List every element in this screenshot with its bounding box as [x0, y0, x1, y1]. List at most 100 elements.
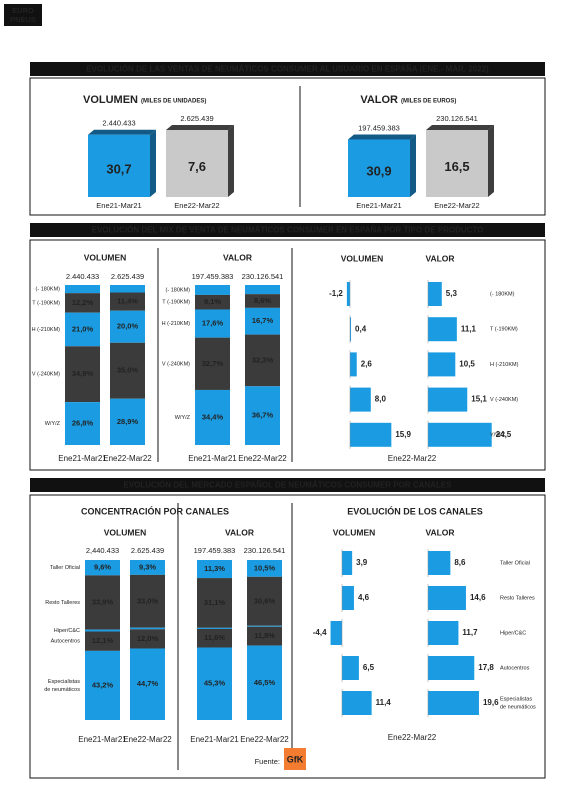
- segment-label: 34,9%: [72, 369, 94, 378]
- column-total: 230.126.541: [242, 272, 284, 281]
- evolution-bar: [428, 621, 459, 645]
- stack-segment: [65, 346, 100, 403]
- column-total: 197.459.383: [192, 272, 234, 281]
- row-label: Resto Talleres: [500, 595, 535, 601]
- source-logo-box: [284, 748, 306, 770]
- segment-label: 17,6%: [202, 319, 224, 328]
- evolution-bar: [428, 282, 442, 306]
- row-label: (- 180KM): [490, 291, 515, 297]
- stack-segment: [197, 560, 232, 579]
- bar: [348, 139, 410, 197]
- stack-segment: [130, 648, 165, 720]
- stack-segment: [110, 292, 145, 311]
- segment-label: 46,5%: [254, 678, 276, 687]
- category-label: Ene22-Mar22: [388, 733, 437, 742]
- evolution-bar: [342, 691, 372, 715]
- evolution-label: 10,5: [459, 360, 475, 369]
- bar-side: [150, 129, 156, 197]
- section-header: [30, 62, 545, 76]
- segment-label: 32,7%: [202, 359, 224, 368]
- stack-segment: [85, 631, 120, 651]
- bar-top: [166, 125, 234, 130]
- stack-segment: [247, 576, 282, 626]
- evolution-bar: [342, 586, 354, 610]
- series-title: VOLUMEN: [333, 527, 376, 537]
- row-label: Autocentros: [51, 639, 81, 645]
- stack-segment: [247, 626, 282, 646]
- evolution-bar: [428, 387, 468, 412]
- evolution-label: -4,4: [313, 628, 327, 637]
- bar-top: [426, 125, 494, 130]
- stack-segment: [65, 293, 100, 313]
- stack-segment: [130, 629, 165, 649]
- evolution-label: 0,4: [355, 324, 367, 333]
- category-label: Ene21-Mar21: [58, 454, 107, 463]
- stack-segment: [245, 307, 280, 335]
- panel-heading: EVOLUCIÓN DE LOS CANALES: [347, 505, 483, 516]
- row-label: Hiper/C&C: [54, 628, 80, 634]
- row-label: Resto Talleres: [45, 600, 80, 606]
- panel-title: VOLUMEN: [83, 94, 138, 106]
- evolution-label: 11,4: [376, 698, 392, 707]
- stack-segment: [130, 627, 165, 630]
- stack-segment: [195, 389, 230, 445]
- evolution-label: 2,6: [361, 360, 373, 369]
- row-label: T (-190KM): [162, 300, 190, 306]
- evolution-label: -1,2: [329, 289, 343, 298]
- category-label: Ene21-Mar21: [96, 201, 141, 210]
- evolution-bar: [428, 422, 492, 447]
- bar-change: 16,5: [444, 159, 469, 174]
- stack-segment: [110, 285, 145, 293]
- section-title: EVOLUCIÓN DE LAS VENTAS DE NEUMÁTICOS CO…: [86, 65, 489, 74]
- segment-label: 16,7%: [252, 316, 274, 325]
- stack-segment: [197, 627, 232, 629]
- section-box: [29, 494, 546, 779]
- evolution-label: 4,6: [358, 593, 370, 602]
- category-label: Ene22-Mar22: [434, 201, 479, 210]
- row-label: Taller Oficial: [50, 565, 80, 571]
- segment-label: 33,0%: [137, 596, 159, 605]
- evolution-bar: [428, 551, 451, 575]
- evolution-bar: [428, 691, 479, 715]
- evolution-bar: [330, 621, 342, 645]
- section-header: [30, 223, 545, 237]
- stack-segment: [130, 560, 165, 575]
- evolution-bar: [428, 586, 466, 610]
- evolution-label: 17,8: [478, 663, 494, 672]
- stack-segment: [245, 334, 280, 387]
- category-label: Ene22-Mar22: [388, 454, 437, 463]
- segment-label: 12,0%: [137, 634, 159, 643]
- evolution-label: 3,9: [356, 558, 368, 567]
- segment-label: 43,2%: [92, 680, 114, 689]
- segment-label: 10,5%: [254, 563, 276, 572]
- category-label: Ene21-Mar21: [78, 735, 127, 744]
- segment-label: 45,3%: [204, 679, 226, 688]
- segment-label: 36,7%: [252, 411, 274, 420]
- panel-unit: (MILES DE EUROS): [401, 99, 456, 105]
- section-title: EVOLUCIÓN DEL MERCADO ESPAÑOL DE NEUMÁTI…: [123, 481, 452, 490]
- row-label: Especialistas: [500, 696, 532, 702]
- bar-total: 197.459.383: [358, 123, 400, 132]
- section-box: [29, 77, 546, 216]
- bar-change: 30,9: [366, 164, 391, 179]
- category-label: Ene22-Mar22: [123, 735, 172, 744]
- bar-top: [88, 129, 156, 135]
- series-title: VALOR: [425, 253, 454, 263]
- category-label: Ene21-Mar21: [188, 454, 237, 463]
- evolution-bar: [346, 282, 350, 306]
- row-label: W/Y/Z: [175, 415, 191, 421]
- panel-title: VALOR: [223, 252, 252, 262]
- section-header: [30, 478, 545, 492]
- stack-segment: [65, 402, 100, 445]
- panel-title: VOLUMEN: [84, 252, 127, 262]
- column-total: 2.440.433: [66, 272, 99, 281]
- stack-segment: [110, 342, 145, 399]
- section-title: EVOLUCIÓN DEL MIX DE VENTA DE NEUMÁTICOS…: [92, 226, 484, 235]
- row-label: de neumáticos: [44, 687, 80, 693]
- segment-label: 21,0%: [72, 324, 94, 333]
- row-label: Autocentros: [500, 665, 530, 671]
- panel-title: VOLUMEN: [104, 527, 147, 537]
- segment-label: 8,6%: [254, 296, 271, 305]
- column-total: 230.126.541: [244, 546, 286, 555]
